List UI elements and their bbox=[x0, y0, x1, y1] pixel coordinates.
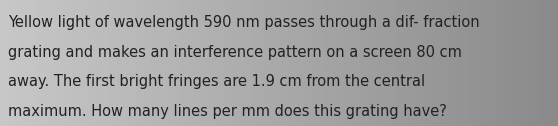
Text: maximum. How many lines per mm does this grating have?: maximum. How many lines per mm does this… bbox=[8, 104, 447, 119]
Text: grating and makes an interference pattern on a screen 80 cm: grating and makes an interference patter… bbox=[8, 45, 461, 60]
Text: away. The first bright fringes are 1.9 cm from the central: away. The first bright fringes are 1.9 c… bbox=[8, 74, 425, 89]
Text: Yellow light of wavelength 590 nm passes through a dif- fraction: Yellow light of wavelength 590 nm passes… bbox=[8, 15, 479, 30]
